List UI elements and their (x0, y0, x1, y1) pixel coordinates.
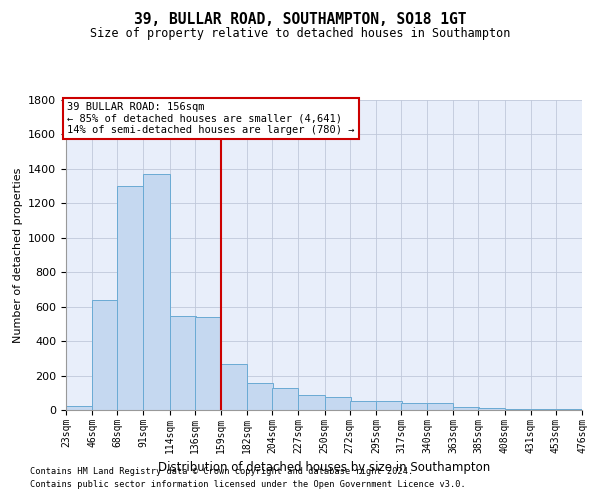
Bar (170, 316, 196, 410)
Bar (401, 404, 427, 410)
Text: Contains public sector information licensed under the Open Government Licence v3: Contains public sector information licen… (30, 480, 466, 489)
Bar (247, 384, 274, 410)
Bar (453, 406, 479, 410)
Text: Size of property relative to detached houses in Southampton: Size of property relative to detached ho… (90, 28, 510, 40)
Bar (325, 397, 351, 410)
Bar (531, 409, 557, 410)
Bar (195, 317, 221, 410)
Y-axis label: Number of detached properties: Number of detached properties (13, 168, 23, 342)
Bar (221, 364, 247, 410)
Bar (92, 300, 118, 410)
Bar (143, 174, 170, 410)
Text: 39 BULLAR ROAD: 156sqm
← 85% of detached houses are smaller (4,641)
14% of semi-: 39 BULLAR ROAD: 156sqm ← 85% of detached… (67, 102, 355, 135)
Text: Contains HM Land Registry data © Crown copyright and database right 2024.: Contains HM Land Registry data © Crown c… (30, 467, 413, 476)
X-axis label: Distribution of detached houses by size in Southampton: Distribution of detached houses by size … (158, 461, 490, 474)
Bar (427, 404, 453, 410)
Bar (505, 408, 531, 410)
Bar (272, 388, 298, 410)
Bar (556, 409, 582, 410)
Bar (478, 408, 505, 410)
Text: 39, BULLAR ROAD, SOUTHAMPTON, SO18 1GT: 39, BULLAR ROAD, SOUTHAMPTON, SO18 1GT (134, 12, 466, 28)
Bar (66, 406, 92, 410)
Bar (376, 402, 402, 410)
Bar (350, 402, 376, 410)
Bar (117, 186, 143, 410)
Bar (298, 394, 325, 410)
